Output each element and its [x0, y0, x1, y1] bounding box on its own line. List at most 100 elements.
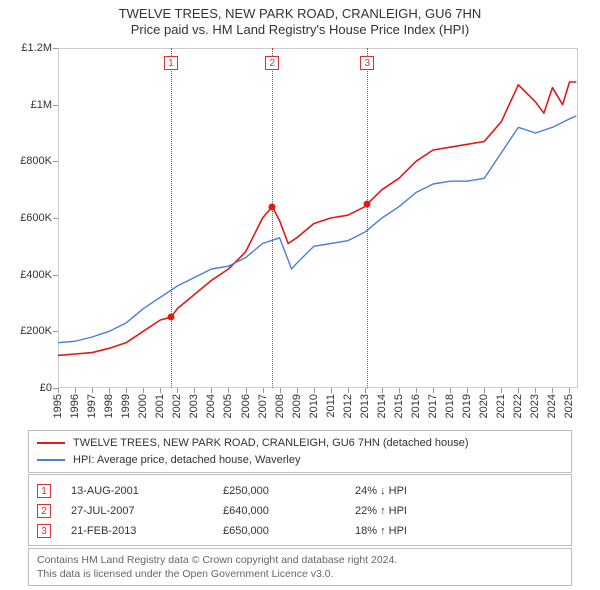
legend-label: TWELVE TREES, NEW PARK ROAD, CRANLEIGH, …: [73, 435, 469, 452]
x-axis-tick: [535, 388, 536, 393]
x-axis-tick: [399, 388, 400, 393]
y-axis-label: £1.2M: [21, 42, 52, 54]
x-axis-tick: [382, 388, 383, 393]
sales-row: 113-AUG-2001£250,00024% ↓ HPI: [37, 481, 563, 501]
y-axis-label: £200K: [20, 325, 52, 337]
x-axis-label: 2016: [410, 394, 422, 418]
sales-row-delta: 18% ↑ HPI: [355, 525, 563, 537]
sales-row-date: 21-FEB-2013: [71, 525, 211, 537]
x-axis-label: 2019: [461, 394, 473, 418]
chart-lines-svg: [58, 48, 578, 388]
x-axis-label: 1999: [120, 394, 132, 418]
x-axis-tick: [126, 388, 127, 393]
x-axis-tick: [109, 388, 110, 393]
event-marker-line: [367, 48, 368, 388]
x-axis-label: 2002: [171, 394, 183, 418]
x-axis-label: 2003: [188, 394, 200, 418]
x-axis-tick: [348, 388, 349, 393]
sales-row-date: 13-AUG-2001: [71, 485, 211, 497]
x-axis-tick: [263, 388, 264, 393]
y-axis-tick: [53, 48, 58, 49]
x-axis-tick: [143, 388, 144, 393]
x-axis-label: 2022: [512, 394, 524, 418]
x-axis-label: 2013: [359, 394, 371, 418]
x-axis-label: 1998: [103, 394, 115, 418]
x-axis-tick: [484, 388, 485, 393]
y-axis-tick: [53, 275, 58, 276]
x-axis-tick: [314, 388, 315, 393]
x-axis-label: 2007: [257, 394, 269, 418]
sales-row: 3 21-FEB-2013 £650,000 18% ↑ HPI: [37, 521, 563, 541]
chart-title-line1: TWELVE TREES, NEW PARK ROAD, CRANLEIGH, …: [0, 6, 600, 22]
x-axis-label: 2008: [274, 394, 286, 418]
sales-row-price: £650,000: [223, 525, 343, 537]
x-axis-tick: [211, 388, 212, 393]
x-axis-tick: [280, 388, 281, 393]
x-axis-label: 2014: [376, 394, 388, 418]
x-axis-tick: [365, 388, 366, 393]
x-axis-label: 2021: [495, 394, 507, 418]
y-axis-label: £400K: [20, 269, 52, 281]
legend-swatch: [37, 459, 65, 461]
x-axis-label: 2000: [137, 394, 149, 418]
x-axis-tick: [331, 388, 332, 393]
event-marker-badge: 2: [265, 56, 279, 70]
y-axis-tick: [53, 161, 58, 162]
x-axis-label: 2018: [444, 394, 456, 418]
attribution-footer: Contains HM Land Registry data © Crown c…: [28, 548, 572, 586]
x-axis-label: 2012: [342, 394, 354, 418]
x-axis-tick: [416, 388, 417, 393]
x-axis-tick: [297, 388, 298, 393]
x-axis-label: 1996: [69, 394, 81, 418]
x-axis-label: 2015: [393, 394, 405, 418]
x-axis-tick: [246, 388, 247, 393]
chart-title-line2: Price paid vs. HM Land Registry's House …: [0, 22, 600, 38]
footer-line2: This data is licensed under the Open Gov…: [37, 567, 563, 581]
x-axis-tick: [433, 388, 434, 393]
x-axis-label: 2006: [240, 394, 252, 418]
x-axis-tick: [58, 388, 59, 393]
x-axis-label: 2004: [205, 394, 217, 418]
event-marker-line: [171, 48, 172, 388]
x-axis-label: 2017: [427, 394, 439, 418]
x-axis-tick: [177, 388, 178, 393]
y-axis-tick: [53, 331, 58, 332]
x-axis-tick: [228, 388, 229, 393]
event-marker-dot: [269, 203, 276, 210]
x-axis-label: 2009: [291, 394, 303, 418]
x-axis-label: 2011: [325, 394, 337, 418]
series-hpi: [58, 116, 576, 343]
y-axis-tick: [53, 218, 58, 219]
x-axis-tick: [160, 388, 161, 393]
x-axis-tick: [194, 388, 195, 393]
sales-row-price: £640,000: [223, 505, 343, 517]
event-marker-dot: [167, 314, 174, 321]
sales-row-badge: 2: [37, 504, 51, 518]
legend-item: TWELVE TREES, NEW PARK ROAD, CRANLEIGH, …: [37, 435, 563, 452]
x-axis-tick: [518, 388, 519, 393]
event-marker-dot: [364, 200, 371, 207]
y-axis-tick: [53, 105, 58, 106]
x-axis-tick: [450, 388, 451, 393]
chart-legend: TWELVE TREES, NEW PARK ROAD, CRANLEIGH, …: [28, 430, 572, 473]
x-axis-tick: [569, 388, 570, 393]
x-axis-tick: [467, 388, 468, 393]
x-axis-label: 2005: [222, 394, 234, 418]
x-axis-label: 2025: [563, 394, 575, 418]
x-axis-tick: [92, 388, 93, 393]
sales-row-delta: 22% ↑ HPI: [355, 505, 563, 517]
event-marker-badge: 3: [360, 56, 374, 70]
legend-swatch: [37, 442, 65, 444]
x-axis-label: 2023: [529, 394, 541, 418]
sales-table: 113-AUG-2001£250,00024% ↓ HPI227-JUL-200…: [28, 474, 572, 546]
sales-row-delta: 24% ↓ HPI: [355, 485, 563, 497]
x-axis-label: 1997: [86, 394, 98, 418]
x-axis-tick: [75, 388, 76, 393]
x-axis-label: 2010: [308, 394, 320, 418]
x-axis-tick: [552, 388, 553, 393]
chart-plot-area: £0£200K£400K£600K£800K£1M£1.2M1995199619…: [58, 48, 578, 388]
sales-row: 227-JUL-2007£640,00022% ↑ HPI: [37, 501, 563, 521]
x-axis-label: 2020: [478, 394, 490, 418]
y-axis-label: £1M: [31, 99, 52, 111]
sales-row-badge: 3: [37, 524, 51, 538]
